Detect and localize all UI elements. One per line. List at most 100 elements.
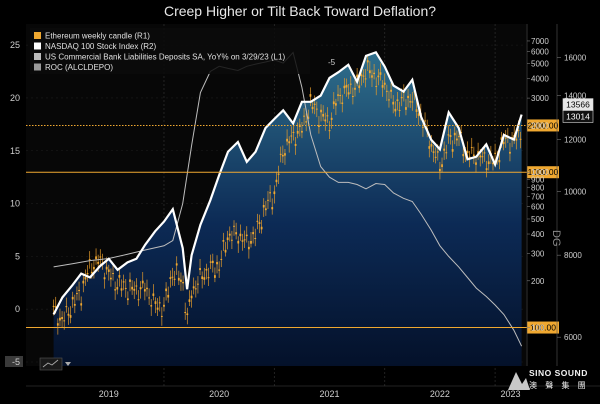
last-value-label: 13566: [566, 100, 590, 110]
logo-mark-icon: [508, 372, 530, 390]
r2-tick-label: 12000: [564, 136, 587, 145]
r1-tick-label: 4000: [531, 75, 549, 84]
ethereum-candle: [150, 305, 153, 307]
reference-badge: [527, 321, 559, 334]
ethereum-candle: [131, 286, 134, 290]
ethereum-candle: [349, 83, 352, 85]
ethereum-candle: [424, 120, 426, 122]
ethereum-candle: [339, 94, 342, 96]
ethereum-candle: [417, 113, 420, 116]
ethereum-candle: [199, 268, 201, 271]
ethereum-candle: [292, 131, 295, 133]
ethereum-candle: [186, 313, 189, 315]
ethereum-candle: [256, 220, 259, 222]
ethereum-candle: [504, 137, 507, 139]
ethereum-candle: [169, 277, 172, 279]
ethereum-candle: [90, 271, 93, 274]
ethereum-candle: [337, 94, 339, 96]
ethereum-candle: [383, 82, 386, 85]
ethereum-candle: [415, 109, 418, 112]
ethereum-candle: [228, 233, 231, 236]
ethereum-candle: [80, 303, 83, 306]
ethereum-candle: [447, 134, 450, 136]
ethereum-candle: [107, 269, 110, 272]
ethereum-candle: [311, 106, 314, 110]
ethereum-candle: [428, 146, 431, 149]
ethereum-candle: [146, 287, 148, 290]
ethereum-candle: [273, 191, 276, 195]
ethereum-candle: [441, 164, 443, 168]
legend-swatch: [34, 42, 41, 50]
ethereum-candle: [192, 286, 195, 289]
ethereum-candle: [216, 262, 218, 265]
ethereum-candle: [218, 269, 221, 271]
ethereum-candle: [341, 102, 344, 104]
deposits-yoy-line: [53, 51, 523, 347]
axes: 2019 2020 2021 2022 20232520151050-570006000…: [5, 24, 600, 399]
chart-title: Creep Higher or Tilt Back Toward Deflati…: [163, 3, 437, 19]
ethereum-candle: [396, 99, 399, 102]
ethereum-candle: [222, 240, 225, 242]
r1-tick-label: 200: [531, 277, 545, 286]
ethereum-candle: [112, 273, 114, 275]
ethereum-candle: [356, 74, 359, 78]
ethereum-candle: [137, 299, 140, 301]
chart-type-toggle[interactable]: [39, 357, 71, 371]
ethereum-candle: [124, 287, 127, 289]
left-tick-label: 15: [10, 146, 20, 156]
ethereum-candle: [286, 138, 288, 142]
ethereum-candle: [466, 150, 469, 154]
ethereum-candle: [197, 283, 199, 285]
ethereum-candle: [105, 266, 108, 270]
ethereum-candle: [373, 72, 376, 75]
ethereum-candle: [262, 204, 265, 208]
ethereum-candle: [135, 285, 138, 287]
ethereum-candle: [354, 87, 356, 90]
ethereum-candle: [171, 276, 174, 278]
ethereum-candle: [472, 154, 475, 157]
ethereum-candle: [254, 238, 257, 240]
ethereum-candle: [334, 103, 337, 106]
r1-tick-label: 7000: [531, 37, 549, 46]
ethereum-candle: [194, 288, 197, 290]
ethereum-candle: [190, 295, 193, 299]
r1-tick-label: 100: [531, 324, 545, 333]
ethereum-candle: [434, 156, 437, 158]
nasdaq-line: [52, 50, 523, 315]
ethereum-candle: [455, 138, 458, 141]
ethereum-candle: [481, 156, 484, 158]
r1-tick-label: 800: [531, 183, 545, 192]
ethereum-candle: [163, 304, 165, 307]
ethereum-candle: [122, 281, 125, 283]
ethereum-candle: [411, 101, 414, 103]
ethereum-candle: [114, 289, 117, 291]
ethereum-candle: [67, 313, 70, 316]
legend: Ethereum weekly candle (R1)NASDAQ 100 St…: [30, 28, 336, 74]
ethereum-candle: [182, 282, 184, 284]
ethereum-candle: [56, 323, 59, 326]
ethereum-candle: [294, 143, 297, 146]
ethereum-candle: [59, 317, 61, 321]
ethereum-candle: [88, 259, 91, 261]
ethereum-candle: [322, 113, 325, 117]
ethereum-candle: [301, 130, 303, 133]
ethereum-candle: [371, 75, 373, 78]
ethereum-candle: [230, 239, 233, 241]
ethereum-candle: [305, 121, 308, 123]
ethereum-candle: [118, 275, 121, 278]
ethereum-candle: [116, 287, 119, 290]
r1-tick-label: 700: [531, 192, 545, 201]
ethereum-candle: [422, 126, 424, 128]
ethereum-candle: [324, 119, 327, 122]
ethereum-candle: [436, 151, 439, 153]
ethereum-candle: [388, 99, 390, 101]
axis-side-label: DG: [550, 230, 562, 247]
left-tick-label: 5: [15, 251, 20, 261]
ethereum-candle: [86, 272, 89, 275]
ethereum-candle: [392, 101, 395, 105]
brand-name-cn: 澳 聲 集 團: [529, 381, 589, 390]
ethereum-candle: [243, 239, 246, 241]
ethereum-candle: [160, 315, 163, 317]
